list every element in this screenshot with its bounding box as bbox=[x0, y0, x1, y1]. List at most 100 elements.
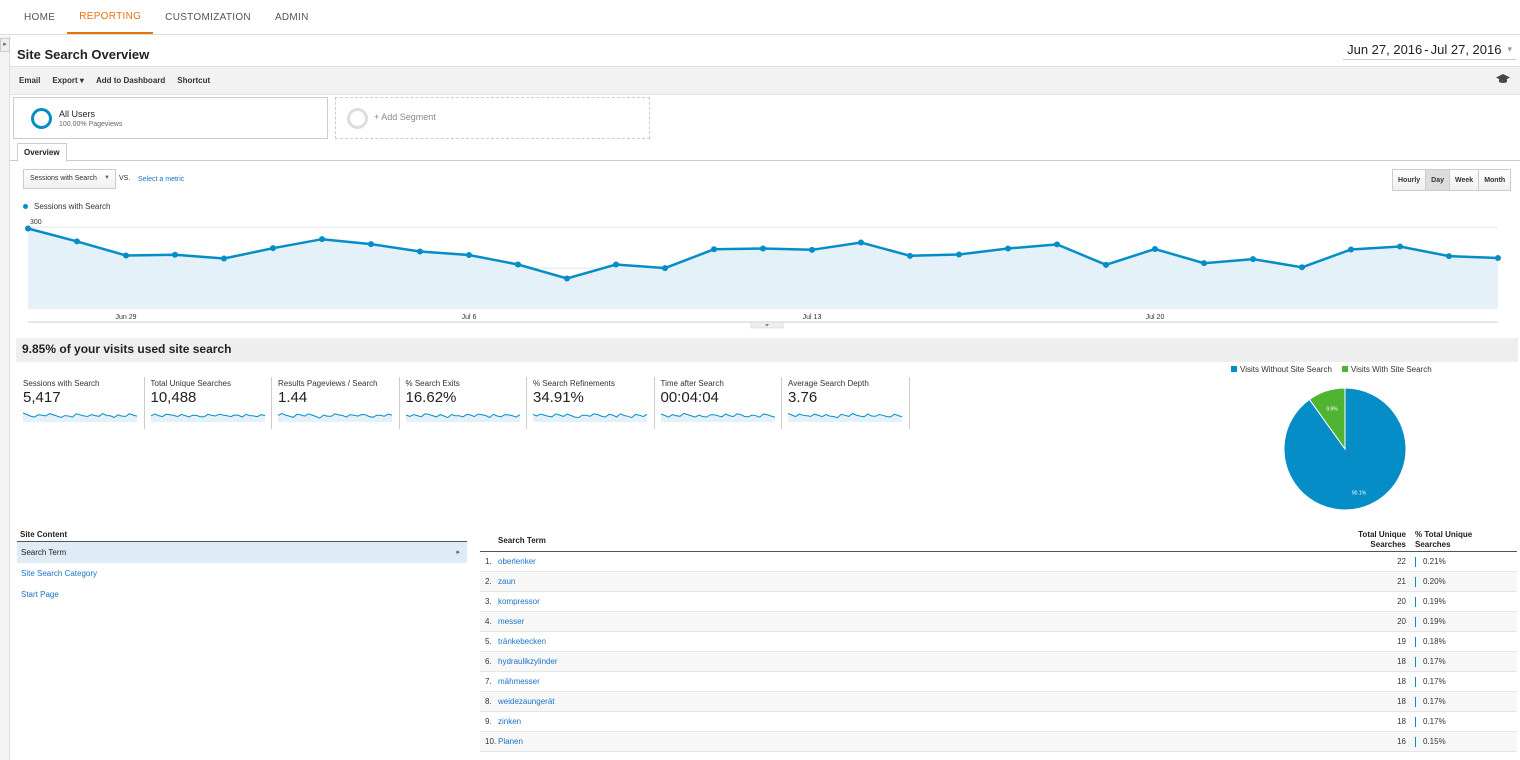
data-point[interactable] bbox=[1495, 255, 1501, 261]
kpi-tile[interactable]: % Search Refinements 34.91% bbox=[527, 377, 655, 429]
metric-select[interactable]: Sessions with Search ▼ bbox=[23, 169, 116, 189]
kpi-sparkline bbox=[788, 412, 902, 422]
tab-home[interactable]: HOME bbox=[24, 11, 56, 23]
col-search-term[interactable]: Search Term bbox=[498, 536, 546, 545]
data-point[interactable] bbox=[956, 251, 962, 258]
hourly-button[interactable]: Hourly bbox=[1393, 170, 1427, 190]
metric-select-value: Sessions with Search bbox=[30, 175, 97, 182]
data-point[interactable] bbox=[662, 265, 668, 272]
graduation-cap-icon[interactable] bbox=[1496, 74, 1510, 84]
search-terms-table: Search Term Total Unique Searches % Total… bbox=[480, 530, 1517, 752]
search-term-link[interactable]: weidezaungerät bbox=[498, 697, 555, 706]
segment-all-users[interactable]: All Users 100.00% Pageviews bbox=[13, 97, 328, 139]
data-point[interactable] bbox=[711, 246, 717, 253]
add-to-dashboard-button[interactable]: Add to Dashboard bbox=[95, 76, 166, 85]
pct-value: 0.19% bbox=[1423, 597, 1446, 606]
term-cell: 5. tränkebecken bbox=[480, 637, 1304, 646]
data-point[interactable] bbox=[270, 245, 276, 252]
col-pct-total[interactable]: % Total Unique Searches bbox=[1412, 530, 1517, 551]
kpi-tile[interactable]: Time after Search 00:04:04 bbox=[655, 377, 782, 429]
data-point[interactable] bbox=[1054, 241, 1060, 248]
expand-sidebar-icon[interactable]: ▸ bbox=[0, 38, 10, 52]
kpi-sparkline bbox=[660, 412, 775, 422]
kpi-sparkline bbox=[405, 413, 520, 422]
add-segment-button[interactable]: + Add Segment bbox=[335, 97, 650, 139]
data-point[interactable] bbox=[858, 239, 864, 246]
search-term-link[interactable]: tränkebecken bbox=[498, 637, 547, 646]
data-point[interactable] bbox=[1152, 246, 1158, 252]
data-point[interactable] bbox=[466, 252, 472, 258]
site-content-item-label: Search Term bbox=[21, 548, 67, 557]
shortcut-button[interactable]: Shortcut bbox=[177, 76, 211, 85]
sparkline-line bbox=[23, 412, 137, 419]
week-button[interactable]: Week bbox=[1450, 170, 1480, 190]
total-unique-cell: 21 bbox=[1397, 577, 1406, 586]
pct-value: 0.17% bbox=[1423, 677, 1446, 686]
site-content-item-search-term[interactable]: Search Term ▸ bbox=[17, 542, 467, 563]
data-point[interactable] bbox=[25, 225, 31, 232]
col-total-unique[interactable]: Total Unique Searches bbox=[1304, 530, 1412, 551]
data-point[interactable] bbox=[760, 245, 766, 252]
data-point[interactable] bbox=[172, 251, 178, 258]
data-point[interactable] bbox=[907, 252, 913, 259]
data-point[interactable] bbox=[1397, 243, 1403, 250]
tab-customization[interactable]: CUSTOMIZATION bbox=[165, 11, 251, 23]
pie-legend-without-label: Visits Without Site Search bbox=[1240, 365, 1332, 374]
data-point[interactable] bbox=[319, 236, 325, 243]
data-point[interactable] bbox=[417, 248, 423, 255]
data-point[interactable] bbox=[1446, 253, 1452, 260]
kpi-value: 5,417 bbox=[23, 389, 61, 406]
tab-overview[interactable]: Overview bbox=[17, 143, 67, 162]
pie-slice-with-search[interactable] bbox=[1308, 387, 1346, 451]
tab-admin[interactable]: ADMIN bbox=[274, 11, 309, 23]
search-term-link[interactable]: messer bbox=[498, 617, 525, 626]
search-term-link[interactable]: hydraulikzylinder bbox=[498, 657, 558, 666]
site-content-item-category[interactable]: Site Search Category bbox=[21, 569, 98, 578]
data-point[interactable] bbox=[123, 252, 129, 259]
month-button[interactable]: Month bbox=[1479, 170, 1511, 190]
email-button[interactable]: Email bbox=[19, 76, 41, 85]
sparkline-area bbox=[405, 413, 520, 422]
search-term-link[interactable]: Planen bbox=[498, 737, 523, 746]
search-term-link[interactable]: oberlenker bbox=[498, 557, 536, 566]
search-term-link[interactable]: zaun bbox=[498, 577, 516, 586]
data-point[interactable] bbox=[515, 261, 521, 268]
sparkline-area bbox=[788, 413, 902, 422]
data-point[interactable] bbox=[613, 261, 619, 268]
kpi-tile[interactable]: % Search Exits 16.62% bbox=[400, 377, 527, 429]
data-point[interactable] bbox=[74, 238, 80, 245]
data-point[interactable] bbox=[1250, 256, 1256, 263]
data-point[interactable] bbox=[1103, 261, 1109, 268]
data-point[interactable] bbox=[1201, 260, 1207, 267]
search-term-link[interactable]: zinken bbox=[498, 717, 522, 726]
total-unique-cell: 18 bbox=[1397, 697, 1406, 706]
row-number: 8. bbox=[485, 697, 492, 706]
tab-reporting[interactable]: REPORTING bbox=[67, 0, 154, 34]
pct-cell: 0.17% bbox=[1412, 716, 1517, 727]
pct-bar bbox=[1415, 636, 1416, 647]
data-point[interactable] bbox=[221, 255, 227, 262]
search-term-link[interactable]: mähmesser bbox=[498, 677, 540, 686]
pct-value: 0.17% bbox=[1423, 657, 1446, 666]
data-point[interactable] bbox=[809, 246, 815, 253]
kpi-tile[interactable]: Total Unique Searches 10,488 bbox=[145, 377, 272, 429]
data-point[interactable] bbox=[1299, 264, 1305, 271]
date-range-picker[interactable]: Jun 27, 2016 - Jul 27, 2016 ▾ bbox=[1343, 40, 1516, 60]
day-button[interactable]: Day bbox=[1426, 170, 1451, 190]
kpi-tile[interactable]: Sessions with Search 5,417 bbox=[17, 377, 145, 429]
data-point[interactable] bbox=[1005, 245, 1011, 252]
data-point[interactable] bbox=[564, 275, 570, 282]
site-content-item-start-page[interactable]: Start Page bbox=[21, 590, 59, 599]
data-point[interactable] bbox=[368, 241, 374, 248]
kpi-value: 3.76 bbox=[788, 389, 818, 406]
kpi-tile[interactable]: Average Search Depth 3.76 bbox=[782, 377, 910, 429]
search-term-link[interactable]: kompressor bbox=[498, 597, 540, 606]
date-separator: - bbox=[1424, 42, 1429, 57]
data-point[interactable] bbox=[1348, 246, 1354, 253]
kpi-label: Average Search Depth bbox=[788, 379, 869, 388]
select-metric-link[interactable]: Select a metric bbox=[138, 176, 185, 183]
pie-legend: Visits Without Site Search Visits With S… bbox=[1231, 365, 1432, 374]
kpi-tile[interactable]: Results Pageviews / Search 1.44 bbox=[272, 377, 400, 429]
export-button[interactable]: Export ▾ bbox=[52, 76, 84, 85]
